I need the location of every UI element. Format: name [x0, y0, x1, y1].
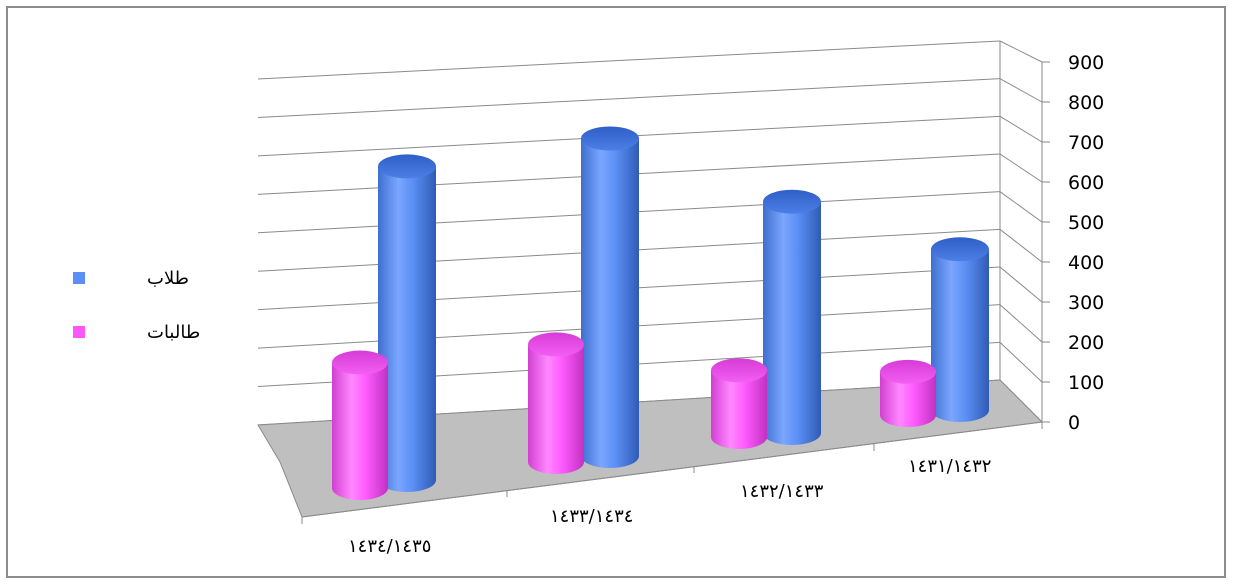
- bar-students-male-cap: [931, 237, 989, 262]
- y-tick-label: 100: [1068, 372, 1104, 394]
- x-tick-label: ١٤٣٢/١٤٣٣: [740, 481, 824, 502]
- gridline: [999, 304, 1043, 343]
- floor-plane: [257, 379, 1044, 518]
- bar-students-male-body: [763, 201, 821, 445]
- chart-floor: [257, 379, 1044, 518]
- y-tick-label: 700: [1068, 132, 1104, 154]
- bar-students-male: [581, 126, 639, 469]
- bar-students-female: [332, 350, 388, 500]
- x-axis-line: [301, 421, 1043, 518]
- gridline: [999, 341, 1043, 383]
- bar-students-female-cap: [711, 358, 767, 383]
- legend-swatch: [73, 272, 85, 284]
- bar-students-female-cap: [528, 332, 584, 357]
- y-tick-label: 0: [1068, 412, 1080, 434]
- bar-students-male-cap: [378, 154, 436, 179]
- gridline: [999, 153, 1043, 183]
- bar-students-female: [880, 359, 936, 427]
- gridline: [999, 40, 1043, 63]
- bar-students-male: [931, 237, 989, 422]
- y-tick-label: 800: [1068, 92, 1104, 114]
- gridline: [999, 78, 1043, 103]
- bar-students-male: [763, 189, 821, 445]
- bar-students-female-body: [332, 362, 388, 500]
- gridline: [257, 78, 1001, 118]
- y-tick-label: 900: [1068, 52, 1104, 74]
- bar-students-male: [378, 154, 436, 492]
- x-tick-label: ١٤٣٣/١٤٣٤: [550, 506, 633, 527]
- gridline: [257, 40, 1001, 80]
- y-tick-label: 200: [1068, 332, 1104, 354]
- legend: طلاب طالبات: [73, 268, 200, 343]
- x-tick-label: ١٤٣١/١٤٣٢: [908, 456, 991, 477]
- gridline: [999, 228, 1043, 263]
- x-tick-label: ١٤٣٤/١٤٣٥: [348, 536, 431, 557]
- bar-students-female-body: [528, 344, 584, 474]
- gridline: [999, 266, 1043, 303]
- legend-label: طلاب: [147, 268, 189, 289]
- x-axis: ١٤٣٤/١٤٣٥ ١٤٣٣/١٤٣٤ ١٤٣٢/١٤٣٣ ١٤٣١/١٤٣٢: [301, 421, 1043, 557]
- legend-label: طالبات: [147, 322, 200, 343]
- bar-students-female-body: [711, 370, 767, 449]
- bar-students-female-cap: [332, 350, 388, 375]
- bar-students-female: [528, 332, 584, 474]
- y-tick-label: 600: [1068, 172, 1104, 194]
- bar-students-female-body: [880, 371, 936, 427]
- bar-students-male-cap: [581, 126, 639, 151]
- y-tick-label: 400: [1068, 252, 1104, 274]
- gridline: [999, 115, 1043, 143]
- bar-students-male-body: [931, 249, 989, 422]
- bar-students-male-cap: [763, 189, 821, 214]
- y-tick-label: 500: [1068, 212, 1104, 234]
- bar-students-female: [711, 358, 767, 449]
- legend-swatch: [73, 326, 85, 338]
- y-axis: 0 100 200 300 400 500 600 700 800 900: [1042, 52, 1104, 434]
- y-tick-label: 300: [1068, 292, 1104, 314]
- bar-students-male-body: [378, 166, 436, 492]
- bar-students-female-cap: [880, 359, 936, 384]
- bar-students-male-body: [581, 138, 639, 469]
- gridline: [999, 191, 1043, 223]
- bars: [332, 126, 989, 500]
